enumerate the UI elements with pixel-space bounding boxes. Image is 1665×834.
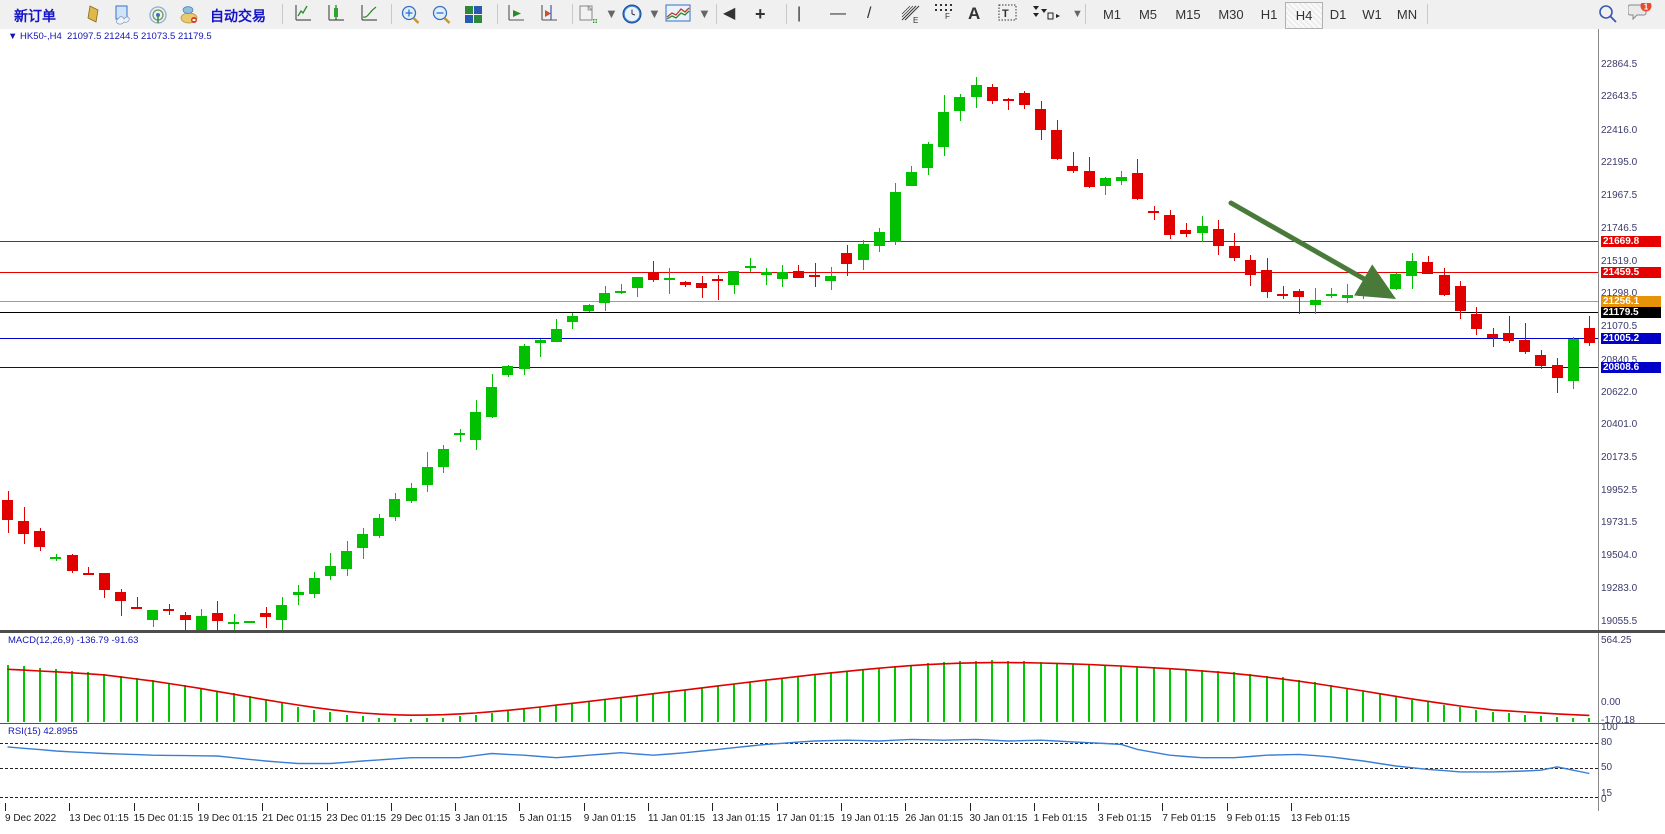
svg-text:1: 1 bbox=[1644, 3, 1649, 11]
svg-text:T: T bbox=[1002, 8, 1009, 20]
svg-text:E: E bbox=[913, 16, 918, 24]
svg-text:F: F bbox=[945, 12, 950, 20]
